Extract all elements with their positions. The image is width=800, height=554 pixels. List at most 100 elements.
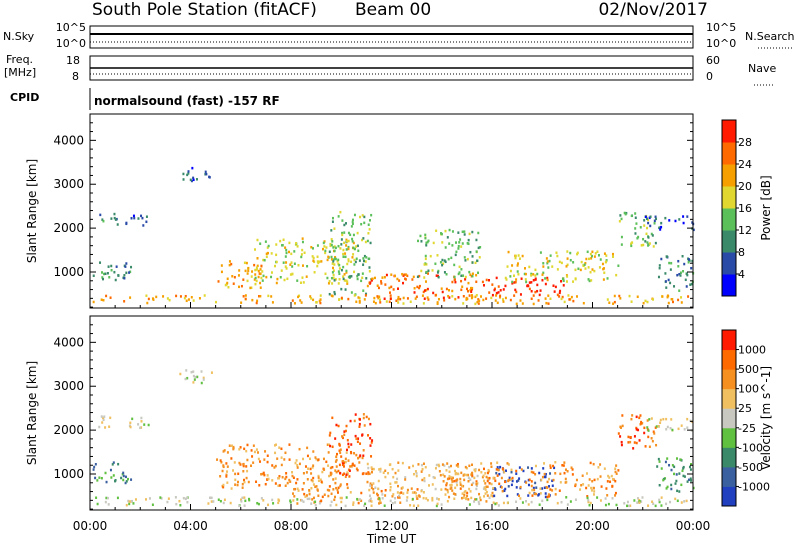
data-cell — [619, 297, 622, 300]
data-cell — [613, 294, 616, 298]
data-cell — [458, 241, 461, 244]
data-cell — [357, 249, 360, 253]
data-cell — [518, 257, 521, 260]
data-cell — [254, 248, 257, 251]
data-cell — [535, 492, 538, 496]
data-cell — [294, 461, 297, 465]
data-cell — [420, 489, 423, 493]
data-cell — [285, 267, 288, 270]
data-cell — [263, 473, 266, 477]
data-cell — [341, 436, 344, 440]
data-cell — [130, 478, 133, 481]
data-cell — [554, 493, 557, 496]
data-cell — [500, 476, 503, 480]
data-cell — [474, 261, 477, 265]
data-cell — [435, 229, 438, 233]
data-cell — [465, 473, 468, 477]
data-cell — [548, 477, 551, 481]
data-cell — [415, 495, 418, 498]
data-cell — [525, 481, 528, 484]
data-cell — [404, 478, 407, 481]
data-cell — [253, 263, 256, 267]
data-cell — [471, 286, 474, 290]
data-cell — [451, 280, 454, 284]
data-cell — [192, 374, 195, 378]
data-cell — [402, 274, 405, 277]
data-cell — [461, 492, 464, 495]
data-cell — [484, 488, 487, 491]
data-cell — [222, 465, 225, 469]
colorbar-tick-label: -25 — [738, 422, 756, 435]
data-cell — [438, 464, 441, 468]
nsearch-tick-high: 10^5 — [706, 21, 736, 34]
data-cell — [662, 417, 665, 421]
data-cell — [334, 255, 337, 259]
data-cell — [352, 501, 355, 504]
data-cell — [377, 296, 380, 300]
data-cell — [127, 499, 130, 503]
data-cell — [453, 479, 456, 483]
data-cell — [476, 474, 479, 478]
data-cell — [446, 499, 449, 503]
data-cell — [548, 485, 551, 488]
data-cell — [367, 232, 370, 235]
data-cell — [544, 282, 547, 286]
data-cell — [546, 495, 549, 499]
data-cell — [402, 281, 405, 285]
data-cell — [462, 302, 465, 305]
data-cell — [444, 487, 447, 491]
data-cell — [526, 284, 529, 288]
data-cell — [339, 472, 342, 475]
data-cell — [263, 258, 266, 262]
data-cell — [552, 284, 555, 287]
data-cell — [329, 431, 332, 435]
data-cell — [414, 491, 417, 495]
data-cell — [682, 221, 685, 225]
data-cell — [311, 498, 314, 501]
data-cell — [396, 477, 399, 481]
data-cell — [353, 247, 356, 251]
data-cell — [520, 468, 523, 471]
data-cell — [289, 480, 292, 483]
data-cell — [328, 485, 331, 488]
data-cell — [379, 467, 382, 471]
data-cell — [92, 300, 95, 304]
data-cell — [669, 268, 672, 271]
data-cell — [459, 483, 462, 486]
data-cell — [319, 298, 322, 301]
data-cell — [532, 486, 535, 490]
data-cell — [691, 259, 694, 263]
data-cell — [379, 301, 382, 304]
data-cell — [359, 215, 362, 219]
data-cell — [495, 294, 498, 297]
data-cell — [677, 265, 680, 268]
data-cell — [128, 502, 131, 506]
data-cell — [690, 266, 693, 270]
data-cell — [471, 463, 474, 467]
data-cell — [634, 232, 637, 235]
data-cell — [680, 296, 683, 299]
data-cell — [289, 263, 292, 266]
data-cell — [552, 464, 555, 468]
data-cell — [443, 464, 446, 467]
colorbar-label: Power [dB] — [759, 175, 773, 240]
data-cell — [345, 496, 348, 499]
data-cell — [222, 464, 225, 467]
data-cell — [467, 281, 470, 285]
data-cell — [462, 274, 465, 277]
data-cell — [378, 295, 381, 299]
data-cell — [511, 264, 514, 267]
data-cell — [384, 283, 387, 286]
data-cell — [584, 267, 587, 270]
data-cell — [337, 282, 340, 285]
data-cell — [361, 272, 364, 275]
data-cell — [574, 483, 577, 486]
data-cell — [342, 265, 345, 269]
data-cell — [255, 268, 258, 271]
data-cell — [369, 281, 372, 284]
colorbar-segment — [722, 427, 736, 448]
data-cell — [289, 501, 292, 504]
data-cell — [378, 497, 381, 500]
data-cell — [443, 271, 446, 274]
data-cell — [350, 225, 353, 228]
